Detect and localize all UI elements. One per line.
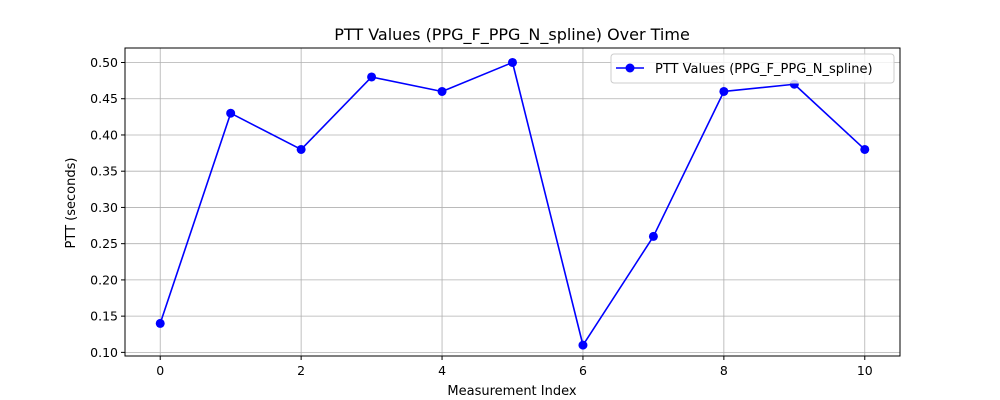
x-tick-label: 6 [579,363,587,378]
y-tick-label: 0.35 [90,164,118,179]
data-point [367,72,377,82]
data-point [437,86,447,96]
legend-marker-swatch [625,63,635,73]
y-axis-label: PTT (seconds) [64,158,79,249]
data-point [508,57,517,67]
y-tick-label: 0.10 [90,345,118,360]
x-tick-label: 10 [857,363,873,378]
data-point [860,144,870,154]
data-point [648,231,658,241]
data-point [226,108,236,118]
y-tick-label: 0.30 [90,200,118,215]
y-tick-label: 0.50 [90,55,118,70]
y-tick-label: 0.20 [90,272,118,287]
axes-frame [124,47,901,357]
legend: PTT Values (PPG_F_PPG_N_spline) [610,53,895,84]
data-point [719,86,729,96]
legend-box [610,53,895,84]
x-tick-label: 4 [438,363,446,378]
y-tick-label: 0.25 [90,236,118,251]
legend-label: PTT Values (PPG_F_PPG_N_spline) [655,62,873,77]
x-tick-label: 2 [297,363,305,378]
x-tick-label: 0 [156,363,164,378]
y-tick-label: 0.40 [90,127,118,142]
data-point [578,340,588,350]
x-axis-label: Measurement Index [447,384,576,399]
plot-area: 0 2 4 6 8 10 0.10 0.15 0.20 0.25 0.30 0.35 0.40 0.45 0… [90,47,901,378]
chart-title: PTT Values (PPG_F_PPG_N_spline) Over Tim… [334,25,690,45]
x-tick-label: 8 [720,363,728,378]
data-point [155,318,165,328]
data-point [296,144,306,154]
y-tick-label: 0.45 [90,91,118,106]
y-tick-label: 0.15 [90,309,118,324]
